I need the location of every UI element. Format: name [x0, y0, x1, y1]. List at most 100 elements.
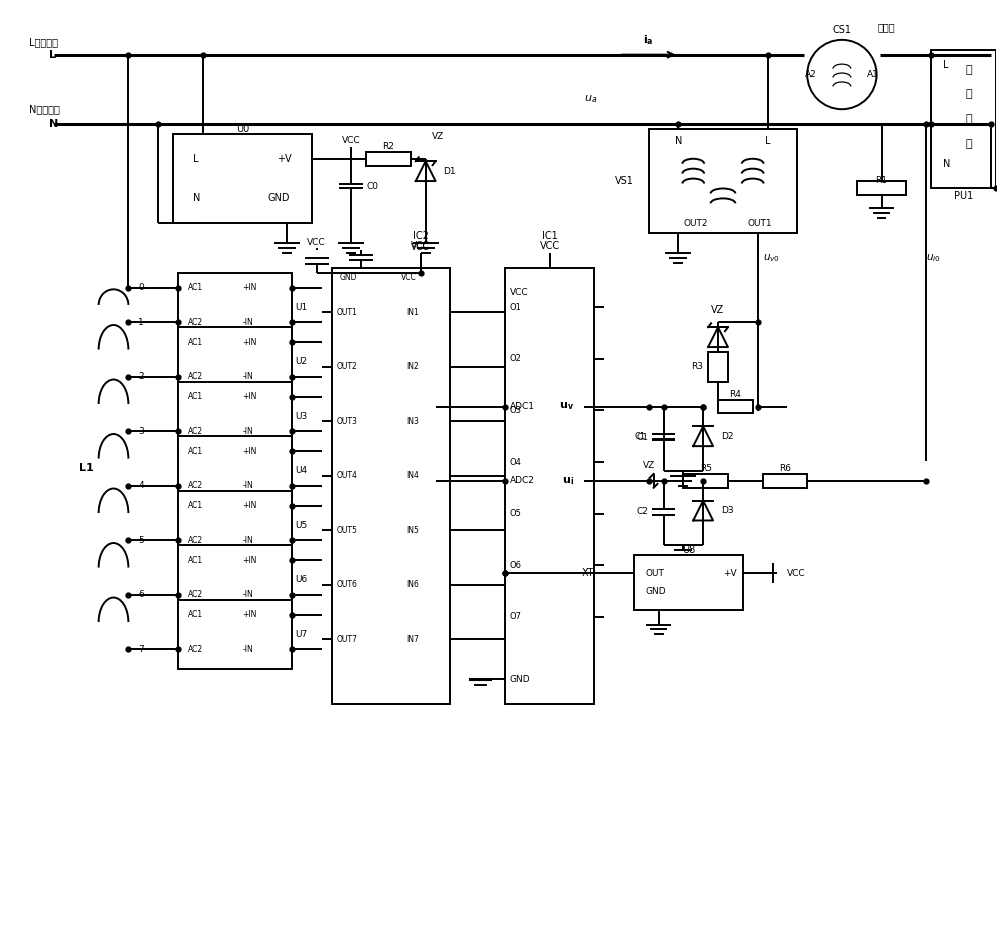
Text: 3: 3 [138, 427, 144, 436]
Text: D1: D1 [444, 167, 456, 176]
Text: L: L [49, 50, 56, 59]
Text: U3: U3 [295, 412, 307, 421]
Text: N: N [943, 158, 950, 169]
Text: L: L [943, 59, 948, 69]
Text: OUT: OUT [646, 569, 665, 578]
Text: VCC: VCC [411, 242, 430, 250]
Text: VCC: VCC [342, 136, 361, 145]
Bar [178, 382, 292, 451]
Text: XT: XT [582, 568, 594, 578]
Text: AC1: AC1 [188, 501, 203, 510]
Text: VCC: VCC [411, 244, 430, 253]
Text: N: N [49, 119, 58, 129]
Text: R6: R6 [779, 465, 791, 473]
Text: AC1: AC1 [188, 610, 203, 619]
Text: AC1: AC1 [188, 392, 203, 401]
Text: C1: C1 [635, 432, 646, 441]
Text: -IN: -IN [242, 590, 253, 599]
Text: $u_{i0}$: $u_{i0}$ [926, 252, 941, 264]
Text: -IN: -IN [242, 644, 253, 654]
Text: IN3: IN3 [406, 417, 419, 426]
Text: OUT1: OUT1 [748, 219, 772, 228]
Text: IN1: IN1 [406, 307, 419, 317]
Text: O2: O2 [510, 355, 522, 363]
Text: VZ: VZ [643, 461, 655, 470]
Bar [857, 181, 906, 195]
Text: AC2: AC2 [188, 536, 203, 544]
Text: R4: R4 [729, 390, 741, 399]
Text: GND: GND [646, 587, 666, 596]
Bar [708, 352, 728, 382]
Text: IN7: IN7 [406, 635, 419, 644]
Text: N: N [193, 194, 200, 204]
Text: C1: C1 [637, 432, 649, 442]
Text: -IN: -IN [242, 482, 253, 490]
Text: R1: R1 [876, 176, 888, 185]
Text: O4: O4 [510, 457, 522, 467]
Text: U1: U1 [295, 303, 307, 312]
Text: +IN: +IN [242, 338, 257, 346]
Text: +IN: +IN [242, 501, 257, 510]
Text: VCC: VCC [539, 241, 560, 251]
Text: VCC: VCC [510, 288, 529, 297]
Text: +IN: +IN [242, 556, 257, 565]
Text: O5: O5 [510, 509, 522, 518]
Text: GND: GND [510, 674, 531, 683]
Text: R5: R5 [700, 465, 712, 473]
Bar [332, 268, 450, 704]
Bar [178, 327, 292, 396]
Bar [683, 474, 728, 488]
Text: PU1: PU1 [954, 192, 973, 202]
Text: 6: 6 [138, 590, 144, 599]
Text: GND: GND [267, 194, 290, 204]
Bar [178, 545, 292, 615]
Text: IC1: IC1 [542, 232, 557, 241]
Bar [366, 152, 411, 166]
Text: OUT6: OUT6 [336, 581, 357, 589]
Text: 负: 负 [965, 114, 972, 124]
Text: +V: +V [723, 569, 737, 578]
Text: VS1: VS1 [615, 176, 634, 186]
Text: +IN: +IN [242, 283, 257, 292]
Text: IN5: IN5 [406, 526, 419, 535]
Text: IN2: IN2 [406, 362, 419, 371]
Text: 性: 性 [965, 89, 972, 99]
Bar [178, 600, 292, 669]
Text: U0: U0 [236, 124, 249, 134]
Text: GND: GND [339, 273, 357, 282]
Bar [931, 50, 996, 189]
Text: VCC: VCC [787, 569, 806, 578]
Text: +V: +V [277, 154, 292, 164]
Text: U8: U8 [682, 545, 695, 556]
Text: IN6: IN6 [406, 581, 419, 589]
Text: U7: U7 [295, 630, 307, 639]
Text: $u_{v0}$: $u_{v0}$ [763, 252, 780, 264]
Text: AC2: AC2 [188, 644, 203, 654]
Text: O1: O1 [510, 303, 522, 312]
Text: A2: A2 [805, 70, 817, 79]
Bar [173, 134, 312, 223]
Text: $u_a$: $u_a$ [584, 94, 598, 106]
Text: N: N [675, 136, 682, 146]
Text: AC2: AC2 [188, 590, 203, 599]
Text: ADC1: ADC1 [510, 402, 535, 411]
Text: AC2: AC2 [188, 482, 203, 490]
Text: U6: U6 [295, 575, 307, 584]
Text: C0: C0 [366, 181, 378, 191]
Text: U2: U2 [295, 357, 307, 367]
Text: L1: L1 [79, 463, 94, 473]
Text: AC1: AC1 [188, 338, 203, 346]
Text: $\mathbf{i_a}$: $\mathbf{i_a}$ [643, 33, 654, 46]
Text: 5: 5 [138, 536, 144, 544]
Text: OUT2: OUT2 [683, 219, 708, 228]
Text: +IN: +IN [242, 610, 257, 619]
Text: L: L [765, 136, 770, 146]
Text: OUT7: OUT7 [336, 635, 357, 644]
Text: +IN: +IN [242, 392, 257, 401]
Bar [178, 273, 292, 342]
Text: ADC2: ADC2 [510, 476, 535, 485]
Text: OUT2: OUT2 [336, 362, 357, 371]
Text: $\mathbf{u_v}$: $\mathbf{u_v}$ [559, 401, 574, 412]
Text: C2: C2 [637, 507, 649, 516]
Text: IC2: IC2 [413, 232, 429, 241]
